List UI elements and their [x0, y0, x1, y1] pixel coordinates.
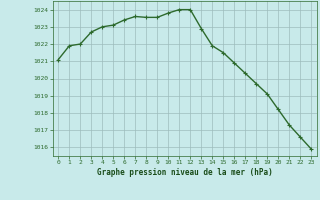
X-axis label: Graphe pression niveau de la mer (hPa): Graphe pression niveau de la mer (hPa) [97, 168, 273, 177]
